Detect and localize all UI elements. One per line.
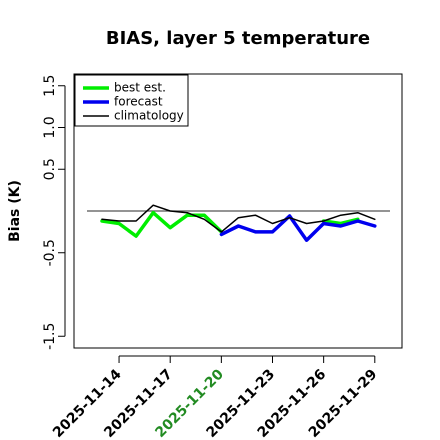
series-line-forecast	[219, 214, 377, 242]
legend-label: climatology	[114, 109, 184, 123]
y-tick-label: -0.5	[42, 239, 58, 266]
y-tick-label: 1.5	[42, 75, 58, 97]
plot-frame	[73, 73, 403, 349]
legend-label: forecast	[114, 95, 163, 109]
legend-label: best est.	[114, 81, 166, 95]
y-axis: 1.5 1.0 0.5 -0.5 -1.5	[42, 75, 66, 350]
y-axis-label: Bias (K)	[7, 180, 23, 242]
series-line-best-est	[100, 210, 360, 238]
x-axis: 2025-11-142025-11-172025-11-202025-11-23…	[50, 355, 380, 440]
y-tick-label: 0.5	[42, 158, 58, 180]
y-tick-label: 1.0	[42, 116, 58, 138]
series-line-climatology	[101, 204, 376, 233]
series-group	[100, 204, 377, 242]
chart-title: BIAS, layer 5 temperature	[106, 28, 370, 49]
y-tick-label: -1.5	[42, 323, 58, 350]
